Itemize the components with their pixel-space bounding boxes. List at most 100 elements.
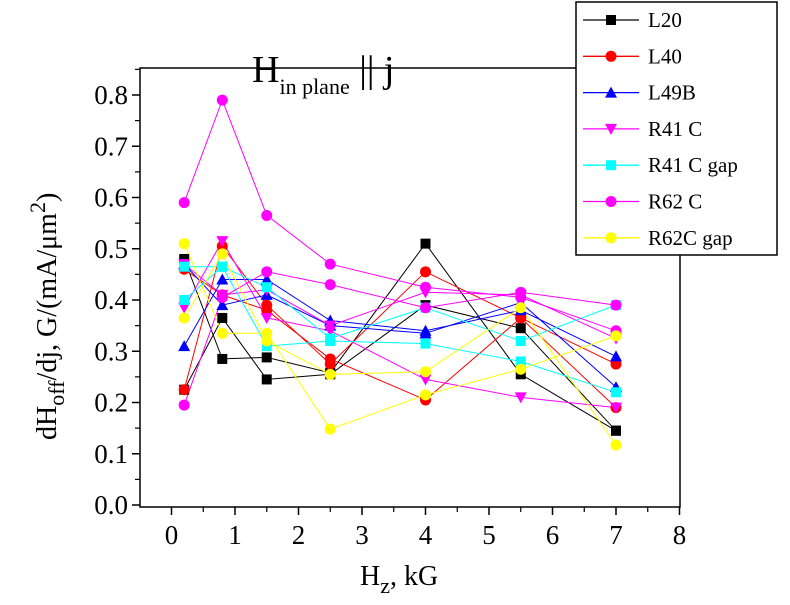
y-axis-title-subscript: off bbox=[44, 380, 69, 406]
y-axis-title-part1: dH bbox=[32, 406, 63, 440]
plot-lines bbox=[183, 98, 617, 446]
data-point bbox=[514, 392, 527, 404]
data-point bbox=[217, 353, 228, 364]
data-point bbox=[420, 281, 431, 293]
data-point bbox=[179, 295, 190, 305]
x-tick-label: 0 bbox=[165, 520, 179, 550]
data-point bbox=[515, 323, 526, 334]
data-point bbox=[216, 273, 229, 285]
y-axis-title-part3: ) bbox=[32, 193, 63, 202]
x-axis-title: Hz, kG bbox=[360, 561, 438, 598]
data-point bbox=[178, 399, 190, 411]
legend-label: R41 C bbox=[648, 117, 702, 141]
x-tick-label: 3 bbox=[355, 520, 369, 550]
x-axis-title-subscript: z bbox=[380, 573, 390, 598]
y-tick-label: 0.3 bbox=[94, 336, 128, 366]
x-axis-title-main: H bbox=[360, 561, 380, 592]
y-axis-title-part2: /dj, G/(mA/μm bbox=[32, 213, 63, 381]
data-point bbox=[216, 291, 228, 303]
x-axis-title-rest: , kG bbox=[390, 561, 438, 592]
series-line bbox=[183, 242, 617, 432]
legend-marker bbox=[605, 196, 617, 207]
series-line bbox=[183, 268, 617, 408]
data-point bbox=[420, 338, 431, 349]
legend-label: L49B bbox=[648, 81, 696, 105]
data-point bbox=[611, 387, 621, 398]
legend-label: L40 bbox=[648, 44, 682, 68]
data-point bbox=[420, 302, 431, 314]
data-point bbox=[419, 327, 432, 339]
data-point bbox=[420, 238, 431, 249]
data-point bbox=[324, 320, 337, 332]
plot-markers bbox=[178, 94, 622, 451]
data-point bbox=[260, 312, 273, 324]
data-point bbox=[515, 356, 526, 367]
y-tick-label: 0.0 bbox=[94, 490, 128, 520]
data-point bbox=[610, 330, 622, 342]
y-tick-label: 0.7 bbox=[94, 131, 128, 161]
legend-marker bbox=[606, 160, 616, 171]
data-point bbox=[419, 374, 432, 386]
data-point bbox=[217, 312, 228, 323]
x-tick-label: 2 bbox=[292, 520, 306, 550]
data-point bbox=[324, 279, 336, 291]
chart-title: Hin plane || j bbox=[252, 49, 395, 99]
data-point bbox=[261, 327, 273, 339]
data-point bbox=[261, 266, 273, 278]
y-tick-label: 0.5 bbox=[94, 234, 128, 264]
y-tick-label: 0.6 bbox=[94, 183, 128, 213]
x-tick-label: 1 bbox=[228, 520, 242, 550]
data-point bbox=[178, 238, 190, 250]
data-point bbox=[515, 336, 526, 346]
chart-title-subscript: in plane bbox=[279, 74, 349, 99]
data-point bbox=[261, 282, 272, 293]
chart-title-main: H bbox=[252, 49, 279, 91]
legend-label: L20 bbox=[648, 8, 682, 32]
data-point bbox=[610, 439, 622, 451]
series-line bbox=[183, 304, 617, 432]
plot-frame bbox=[139, 67, 681, 508]
legend-marker bbox=[605, 50, 617, 62]
y-tick-label: 0.1 bbox=[94, 439, 128, 469]
data-point bbox=[610, 299, 622, 311]
y-tick-label: 0.8 bbox=[94, 80, 128, 110]
y-tick-label: 0.2 bbox=[94, 388, 128, 418]
series-line bbox=[183, 279, 617, 357]
legend-label: R41 C gap bbox=[648, 153, 738, 177]
data-point bbox=[610, 350, 622, 362]
data-point bbox=[216, 299, 229, 311]
data-point bbox=[515, 363, 527, 375]
x-tick-label: 6 bbox=[546, 520, 560, 550]
data-point bbox=[216, 327, 228, 339]
data-point bbox=[217, 261, 228, 272]
data-point bbox=[610, 402, 622, 414]
series-line bbox=[183, 245, 617, 390]
y-axis: 0.0 0.1 0.2 0.3 0.4 0.5 0.6 0.7 0.8 bbox=[94, 68, 140, 520]
data-point bbox=[179, 261, 190, 272]
data-point bbox=[324, 353, 336, 365]
data-point bbox=[178, 340, 191, 352]
series-line bbox=[183, 240, 617, 409]
series-line bbox=[183, 243, 617, 430]
data-point bbox=[515, 302, 527, 314]
data-point bbox=[325, 333, 336, 344]
x-tick-label: 5 bbox=[482, 520, 496, 550]
data-point bbox=[178, 302, 191, 314]
legend-label: R62C gap bbox=[648, 226, 733, 250]
data-point bbox=[420, 366, 431, 378]
data-point bbox=[261, 374, 272, 385]
data-point bbox=[216, 94, 228, 106]
chart-title-rest: || j bbox=[350, 49, 395, 91]
data-point bbox=[324, 423, 336, 435]
data-point bbox=[261, 209, 273, 221]
x-tick-label: 8 bbox=[673, 520, 687, 550]
y-axis-title-superscript: 2 bbox=[25, 202, 50, 213]
data-point bbox=[324, 368, 336, 380]
data-point bbox=[216, 236, 229, 248]
legend-marker bbox=[606, 15, 616, 25]
data-point bbox=[178, 197, 190, 209]
data-point bbox=[420, 266, 431, 278]
legend-label: R62 C bbox=[648, 190, 702, 214]
x-tick-label: 7 bbox=[609, 520, 623, 550]
